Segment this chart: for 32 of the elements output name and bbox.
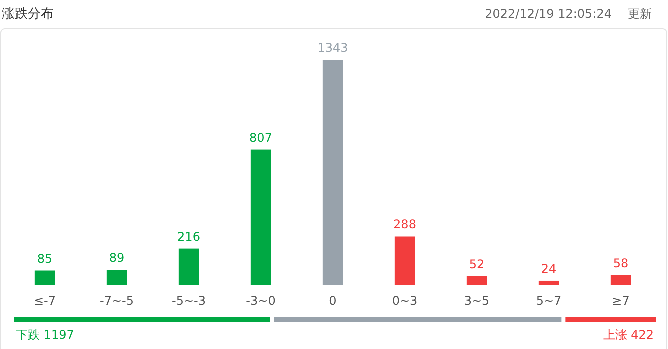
x-tick-label: 3~5 bbox=[464, 294, 490, 308]
data-label: 85 bbox=[37, 252, 53, 266]
x-tick-label: 0 bbox=[329, 294, 337, 308]
text: 更新 bbox=[628, 7, 652, 21]
data-label: 216 bbox=[178, 230, 200, 244]
x-tick-label: ≥7 bbox=[612, 294, 630, 308]
x-tick-label: 0~3 bbox=[392, 294, 418, 308]
data-label: 52 bbox=[469, 257, 485, 272]
bar bbox=[322, 60, 344, 285]
text: 2022/12/19 12:05:24 bbox=[485, 7, 612, 21]
chart-title: 涨跌分布 bbox=[2, 7, 54, 22]
x-tick-label: 5~7 bbox=[536, 294, 562, 308]
bar bbox=[178, 248, 200, 285]
x-tick-label: -5~-3 bbox=[172, 294, 206, 308]
bar bbox=[538, 280, 560, 285]
x-tick-label: -7~-5 bbox=[100, 294, 134, 308]
data-label: 807 bbox=[250, 130, 272, 145]
data-label: 1343 bbox=[318, 41, 348, 55]
bar bbox=[610, 275, 632, 285]
bar bbox=[394, 236, 416, 285]
x-tick-label: -3~0 bbox=[246, 294, 276, 308]
data-label: 58 bbox=[613, 256, 629, 270]
data-label: 24 bbox=[541, 262, 557, 276]
bar bbox=[34, 270, 56, 285]
bar bbox=[250, 150, 272, 285]
bar bbox=[466, 276, 488, 285]
x-tick-label: ≤-7 bbox=[34, 294, 56, 308]
data-label: 288 bbox=[394, 218, 416, 232]
text: 上涨 422 bbox=[603, 328, 654, 342]
data-label: 89 bbox=[109, 251, 125, 266]
text: 下跌 1197 bbox=[16, 328, 74, 342]
bar bbox=[106, 270, 128, 285]
